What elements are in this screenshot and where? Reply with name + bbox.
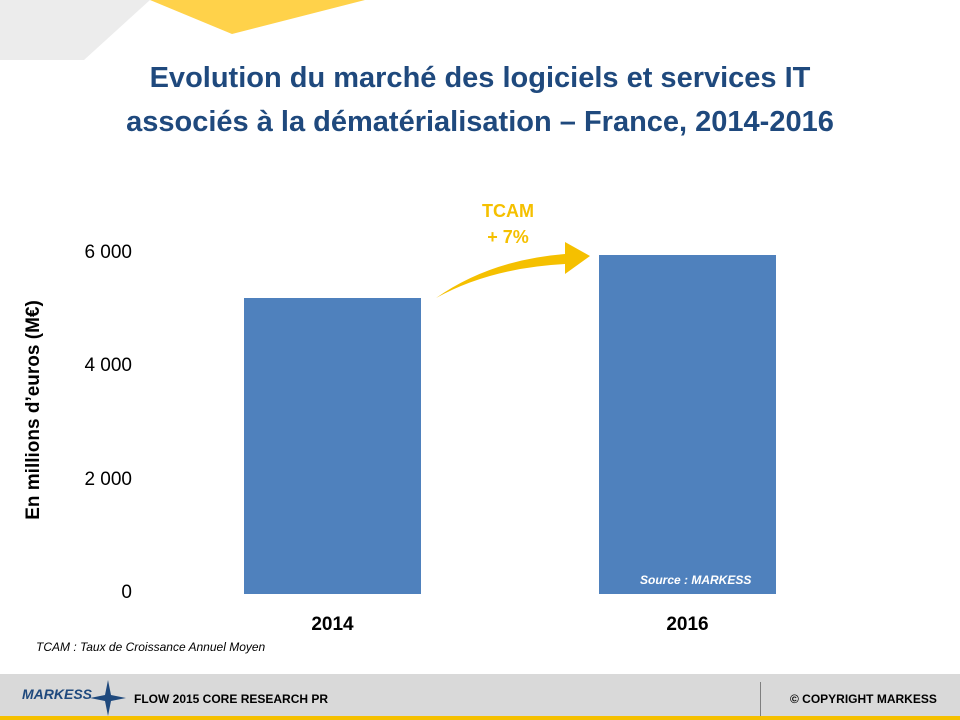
star-logo-icon (90, 680, 126, 716)
bar-2014 (244, 297, 421, 594)
chart-title-line2: associés à la dématérialisation – France… (126, 106, 834, 138)
source-label: Source : MARKESS (640, 573, 752, 587)
x-category-label: 2014 (311, 614, 354, 635)
footer-label: FLOW 2015 CORE RESEARCH PR (134, 692, 329, 706)
footnote: TCAM : Taux de Croissance Annuel Moyen (36, 640, 266, 654)
bar-2016 (599, 254, 776, 594)
footer-bar: MARKESS FLOW 2015 CORE RESEARCH PR © COP… (0, 674, 960, 720)
growth-annotation: TCAM + 7% (458, 198, 558, 250)
chart-title-line1: Evolution du marché des logiciels et ser… (149, 62, 811, 94)
copyright-text: © COPYRIGHT MARKESS (790, 692, 937, 706)
y-tick-label: 2 000 (84, 468, 132, 490)
growth-arrow-shape (436, 242, 590, 298)
growth-annotation-line1: TCAM (482, 201, 534, 221)
growth-arrow-icon (436, 242, 590, 298)
markess-logo-text: MARKESS (22, 686, 93, 702)
footer-accent-strip (0, 716, 960, 720)
x-category-label: 2016 (666, 614, 709, 635)
yellow-decor-shape (150, 0, 365, 34)
grey-decor-shape (0, 0, 150, 60)
y-tick-label: 6 000 (84, 242, 132, 263)
footer-divider (760, 682, 761, 716)
decor-shapes (0, 0, 365, 60)
y-axis-label: En millions d’euros (M€) (23, 300, 44, 520)
growth-annotation-line2: + 7% (487, 227, 529, 247)
y-tick-label: 0 (121, 582, 132, 603)
chart-title: Evolution du marché des logiciels et ser… (0, 56, 960, 144)
y-tick-label: 4 000 (84, 355, 132, 377)
